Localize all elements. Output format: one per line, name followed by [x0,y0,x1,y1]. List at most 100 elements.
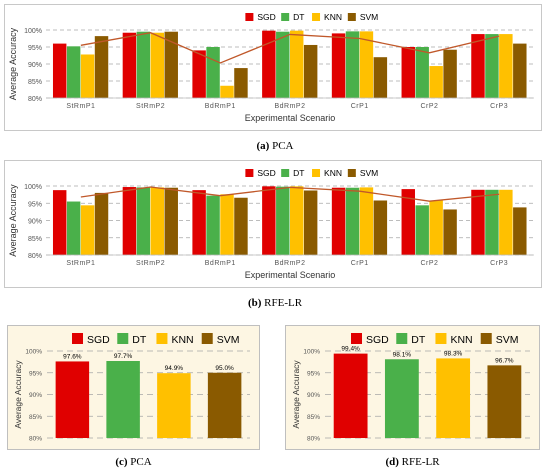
chart-d: SGD DT KNN SVM 80% 85% 90% 95% 100% 99.4% 98.1% 98.… [285,325,540,450]
legend-swatch-c-svm [201,333,213,344]
data-label-d-svm: 96.7% [495,357,514,364]
bar-a-knn-strmp1 [80,54,95,98]
legend-swatch-a-sgd [245,13,254,21]
bar-b-svm-bdrmp2 [303,190,318,255]
x-axis-title-b: Experimental Scenario [245,270,336,280]
data-label-c-svm: 95.0% [215,365,234,372]
bar-a-knn-crp1 [359,31,374,98]
chart-a-panel: SGD DT KNN SVM 80% 85% 90% 95% 100% StRmP1 StRmP2 B… [4,4,542,131]
bar-b-sgd-crp1 [331,187,346,255]
y-tick-label-c: 85% [29,414,42,421]
x-tick-label-a: StRmP1 [66,103,95,110]
y-tick-label-d: 85% [307,414,320,421]
caption-c-letter: (c) [115,456,128,468]
data-label-d-sgd: 99.4% [341,346,360,353]
legend-swatch-b-svm [347,169,356,177]
legend-label-d-svm: SVM [496,334,519,346]
legend-swatch-d-sgd [351,333,363,344]
data-label-c-knn: 94.9% [165,365,184,372]
y-tick-label-a: 80% [28,96,42,103]
bar-b-sgd-strmp1 [52,190,67,255]
bar-b-svm-crp1 [373,200,388,255]
x-tick-label-a: StRmP2 [136,103,165,110]
data-label-d-dt: 98.1% [393,351,412,358]
caption-d-letter: (d) [385,456,399,468]
legend-swatch-b-dt [281,169,290,177]
bar-b-sgd-crp2 [401,189,415,255]
bar-a-sgd-bdrmp2 [262,30,276,98]
bar-b-knn-strmp1 [80,205,95,255]
legend-label-a-svm: SVM [360,12,378,22]
caption-c-text: PCA [130,456,152,468]
legend-swatch-d-knn [435,333,447,344]
caption-a-text: PCA [272,140,294,152]
legend-label-a-knn: KNN [324,12,342,22]
bar-b-dt-bdrmp2 [276,186,290,255]
x-axis-title-a: Experimental Scenario [245,113,336,123]
legend-swatch-b-knn [312,169,321,177]
y-tick-label-a: 95% [28,45,42,52]
bar-b-dt-strmp1 [66,201,81,255]
legend-swatch-d-svm [480,333,492,344]
y-tick-label-a: 100% [24,28,42,35]
x-tick-label-a: CrP3 [490,103,508,110]
x-tick-label-b: BdRmP2 [274,260,305,267]
chart-c-panel: SGD DT KNN SVM 80% 85% 90% 95% 100% 97.6% 97.7% 94.… [7,325,260,450]
y-tick-label-d: 80% [307,436,320,443]
bar-a-knn-crp3 [499,34,513,98]
x-tick-label-b: BdRmP1 [205,260,236,267]
bar-b-sgd-bdrmp2 [262,186,276,255]
bar-a-svm-bdrmp2 [303,44,318,98]
y-tick-label-b: 85% [28,236,42,243]
legend-label-a-dt: DT [293,12,304,22]
bar-a-dt-bdrmp2 [276,31,290,99]
legend-swatch-b-sgd [245,169,254,177]
bar-a-dt-crp1 [345,31,360,98]
bar-b-sgd-bdrmp1 [192,190,206,255]
bar-a-knn-bdrmp1 [220,85,234,98]
bar-a-sgd-crp3 [471,34,485,98]
caption-d: (d) RFE-LR [285,456,540,468]
bar-b-dt-bdrmp1 [206,195,220,255]
y-tick-label-d: 100% [303,349,320,356]
y-axis-title-a: Average Accuracy [8,27,18,100]
caption-d-text: RFE-LR [401,456,440,468]
legend-swatch-a-svm [347,13,356,21]
y-tick-label-b: 95% [28,201,42,208]
legend-label-c-svm: SVM [217,334,240,346]
bar-b-svm-strmp2 [164,187,178,255]
y-tick-label-d: 90% [307,392,320,399]
caption-b-letter: (b) [247,297,262,309]
trendline-b [80,186,500,202]
legend-label-d-knn: KNN [450,334,472,346]
y-tick-label-b: 80% [28,253,42,260]
data-label-c-dt: 97.7% [114,353,133,360]
chart-c: SGD DT KNN SVM 80% 85% 90% 95% 100% 97.6% 97.7% 94.… [7,325,260,450]
legend-swatch-c-dt [117,333,129,344]
x-tick-label-b: StRmP2 [136,260,165,267]
chart-d-panel: SGD DT KNN SVM 80% 85% 90% 95% 100% 99.4% 98.1% 98.… [285,325,540,450]
x-tick-label-b: CrP3 [490,260,508,267]
legend-label-b-sgd: SGD [257,168,275,178]
bar-a-dt-crp3 [485,34,499,98]
legend-swatch-c-knn [156,333,168,344]
bar-b-knn-crp2 [429,200,443,255]
bar-a-knn-crp2 [429,66,443,98]
bar-b-knn-crp1 [359,187,374,255]
legend-swatch-c-sgd [72,333,84,344]
y-axis-title-d: Average Accuracy [291,360,301,429]
bar-a-sgd-bdrmp1 [192,50,206,98]
x-tick-label-a: BdRmP1 [205,103,236,110]
y-axis-title-c: Average Accuracy [13,360,23,429]
bar-a-svm-crp1 [373,57,388,98]
bar-a-knn-strmp2 [150,32,165,98]
x-tick-label-a: CrP2 [420,103,438,110]
legend-label-d-sgd: SGD [366,334,389,346]
bar-b-sgd-crp3 [471,189,485,255]
legend-label-c-dt: DT [132,334,147,346]
legend-label-b-svm: SVM [360,168,378,178]
bar-b-knn-bdrmp2 [290,186,304,255]
bar-d-sgd [333,353,368,438]
bar-b-svm-strmp1 [94,192,109,255]
bar-a-sgd-strmp2 [122,32,137,98]
